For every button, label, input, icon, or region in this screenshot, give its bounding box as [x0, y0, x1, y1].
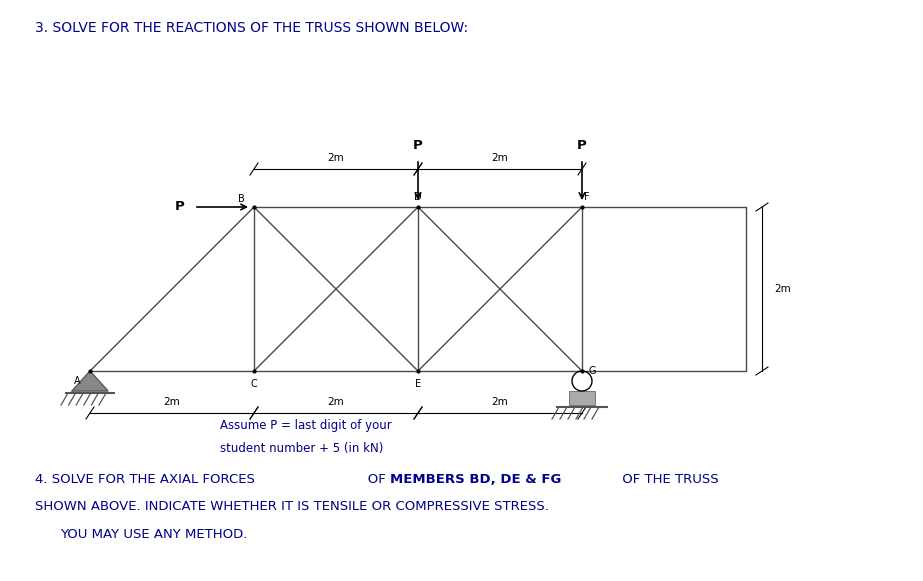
Text: D: D: [414, 192, 422, 202]
Text: 3. SOLVE FOR THE REACTIONS OF THE TRUSS SHOWN BELOW:: 3. SOLVE FOR THE REACTIONS OF THE TRUSS …: [35, 21, 468, 35]
Text: B: B: [237, 194, 245, 204]
Text: MEMBERS BD, DE & FG: MEMBERS BD, DE & FG: [390, 473, 561, 486]
Text: P: P: [175, 200, 185, 213]
Text: P: P: [414, 139, 423, 152]
Text: 4. SOLVE FOR THE AXIAL FORCES: 4. SOLVE FOR THE AXIAL FORCES: [35, 473, 255, 486]
Text: 2m: 2m: [163, 397, 180, 407]
Text: E: E: [415, 379, 421, 389]
Text: C: C: [251, 379, 258, 389]
Text: OF: OF: [355, 473, 390, 486]
Text: 2m: 2m: [492, 397, 509, 407]
Text: F: F: [584, 192, 590, 202]
Text: P: P: [577, 139, 587, 152]
Text: student number + 5 (in kN): student number + 5 (in kN): [220, 442, 383, 455]
Text: Assume P = last digit of your: Assume P = last digit of your: [220, 419, 391, 432]
Text: 2m: 2m: [774, 284, 791, 294]
Polygon shape: [72, 371, 108, 391]
Text: YOU MAY USE ANY METHOD.: YOU MAY USE ANY METHOD.: [60, 528, 247, 541]
FancyBboxPatch shape: [569, 391, 595, 405]
Text: 2m: 2m: [328, 153, 344, 163]
Text: SHOWN ABOVE. INDICATE WHETHER IT IS TENSILE OR COMPRESSIVE STRESS.: SHOWN ABOVE. INDICATE WHETHER IT IS TENS…: [35, 500, 549, 513]
Text: G: G: [588, 366, 595, 376]
Text: 2m: 2m: [492, 153, 509, 163]
Text: OF THE TRUSS: OF THE TRUSS: [618, 473, 719, 486]
Text: 2m: 2m: [328, 397, 344, 407]
Text: A: A: [74, 376, 80, 386]
